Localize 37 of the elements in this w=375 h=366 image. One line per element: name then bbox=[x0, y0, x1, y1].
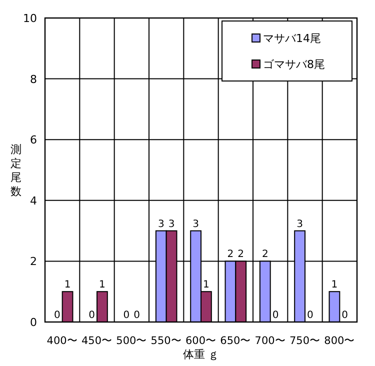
y-tick-label: 2 bbox=[30, 255, 37, 268]
data-label: 3 bbox=[192, 218, 199, 230]
data-label: 1 bbox=[64, 280, 71, 291]
y-axis-title: 測定尾数 bbox=[10, 143, 22, 198]
data-label: 0 bbox=[88, 310, 95, 321]
data-label: 2 bbox=[262, 249, 268, 260]
data-label: 2 bbox=[238, 249, 244, 260]
x-tick-label: 700〜 bbox=[254, 335, 286, 347]
y-tick-label: 0 bbox=[30, 316, 37, 329]
x-tick-label: 650〜 bbox=[220, 335, 252, 347]
y-tick-label: 6 bbox=[30, 134, 37, 147]
data-label: 3 bbox=[168, 218, 175, 230]
data-label: 2 bbox=[227, 249, 234, 260]
data-label: 0 bbox=[307, 310, 314, 321]
x-tick-label: 600〜 bbox=[185, 335, 217, 347]
data-label: 3 bbox=[158, 218, 164, 230]
data-label: 1 bbox=[331, 280, 338, 291]
legend-label: ゴマサバ8尾 bbox=[263, 58, 325, 71]
y-tick-label: 8 bbox=[30, 72, 37, 86]
data-label: 0 bbox=[272, 310, 279, 321]
data-label: 0 bbox=[123, 310, 130, 321]
x-tick-label: 500〜 bbox=[116, 335, 148, 347]
legend-label: マサバ14尾 bbox=[263, 32, 321, 45]
x-tick-label: 800〜 bbox=[324, 335, 356, 347]
x-tick-label: 400〜 bbox=[46, 335, 78, 347]
x-tick-label: 750〜 bbox=[289, 335, 321, 347]
x-tick-label: 550〜 bbox=[150, 335, 182, 347]
y-tick-label: 4 bbox=[30, 194, 37, 208]
data-label: 1 bbox=[203, 280, 210, 291]
data-label: 1 bbox=[99, 280, 106, 291]
data-label: 0 bbox=[54, 310, 60, 321]
x-tick-label: 450〜 bbox=[81, 335, 113, 347]
data-label: 0 bbox=[134, 310, 140, 321]
data-label: 3 bbox=[296, 218, 303, 230]
y-tick-label: 10 bbox=[23, 12, 37, 25]
x-axis-title: 体重 ｇ bbox=[182, 348, 220, 361]
data-label: 0 bbox=[342, 310, 348, 321]
